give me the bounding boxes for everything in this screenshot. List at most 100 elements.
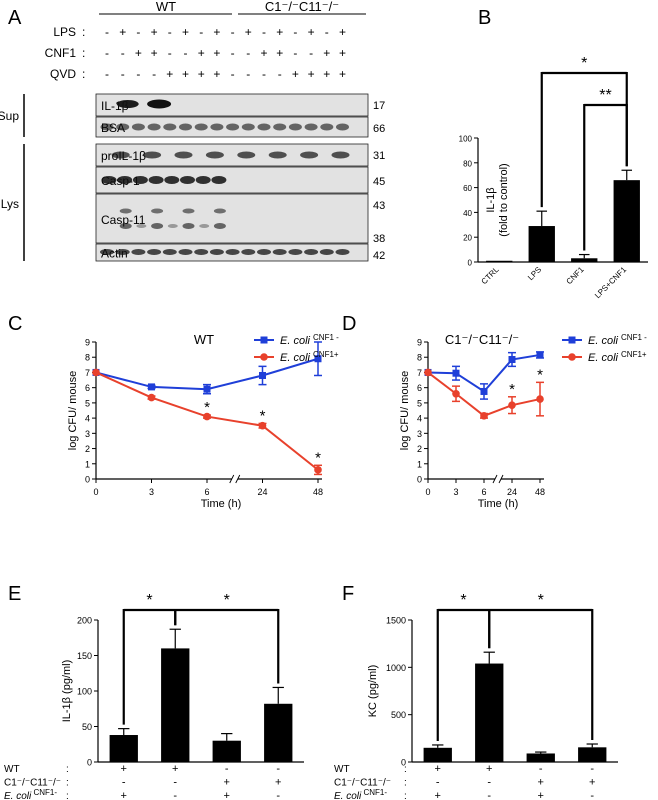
treatment-sign: -: [262, 67, 266, 81]
treatment-sign: -: [246, 67, 250, 81]
data-point: [203, 412, 211, 421]
x-axis-label: Time (h): [201, 498, 242, 510]
significance-star: *: [260, 407, 266, 424]
treatment-sign: -: [105, 25, 109, 39]
treatment-label: LPS: [53, 25, 76, 39]
band-actin: [241, 249, 256, 255]
condition-sign: +: [435, 790, 441, 800]
panel-letter-d: D: [342, 313, 356, 335]
band-bsa: [163, 123, 177, 131]
treatment-sign: +: [276, 25, 283, 39]
legend-marker: [568, 353, 576, 361]
treatment-colon: :: [82, 67, 85, 81]
y-tick-label: 60: [463, 184, 472, 193]
band-proil1b: [143, 151, 162, 159]
x-tick-label: 24: [257, 487, 267, 497]
data-point: [258, 421, 267, 430]
treatment-sign: -: [105, 46, 109, 60]
group-label-ko: C1⁻/⁻C11⁻/⁻: [265, 0, 339, 14]
band-actin: [319, 249, 334, 255]
band-casp1: [101, 176, 117, 184]
band-actin: [162, 249, 177, 255]
treatment-sign: +: [308, 25, 315, 39]
y-tick-label: 0: [417, 475, 422, 485]
y-tick-label: 5: [417, 398, 422, 408]
treatment-sign: +: [323, 67, 330, 81]
condition-sign: -: [225, 763, 229, 775]
band-actin: [272, 249, 287, 255]
legend-label-strain: CNF1 -: [621, 333, 647, 342]
band-actin: [225, 249, 240, 255]
condition-label-text: C1⁻/⁻C11⁻/⁻: [4, 778, 61, 789]
data-point: [480, 387, 488, 395]
condition-sign: -: [487, 777, 491, 789]
band-bsa: [147, 123, 161, 131]
y-tick-label: 1: [417, 459, 422, 469]
axis-break-gap: [231, 475, 238, 483]
significance-star: *: [537, 366, 543, 383]
legend-label-organism: E. coli: [588, 352, 621, 364]
treatment-sign: +: [245, 25, 252, 39]
mw-marker: 38: [373, 233, 385, 245]
y-tick-label: 50: [82, 722, 92, 732]
condition-sign: +: [275, 777, 281, 789]
significance-star: *: [538, 592, 544, 609]
significance-star: **: [599, 87, 611, 104]
panel-letter-c: C: [8, 313, 22, 335]
band-bsa: [304, 123, 318, 131]
x-category-label: CNF1: [565, 265, 587, 287]
band-il1b: [147, 99, 172, 109]
band-casp11-upper: [151, 208, 164, 214]
band-actin: [209, 249, 224, 255]
y-axis-label: (fold to control): [498, 163, 510, 236]
treatment-sign: -: [199, 25, 203, 39]
condition-sign: +: [224, 777, 230, 789]
panel-letter-a: A: [8, 7, 22, 29]
legend-label-organism: E. coli: [280, 352, 313, 364]
treatment-sign: -: [121, 46, 125, 60]
treatment-sign: +: [260, 46, 267, 60]
blot-strip: [95, 93, 369, 117]
y-tick-label: 150: [77, 651, 92, 661]
band-proil1b: [205, 151, 224, 159]
treatment-sign: -: [246, 46, 250, 60]
treatment-colon: :: [82, 46, 85, 60]
condition-sign: -: [173, 790, 177, 800]
y-tick-label: 3: [85, 429, 90, 439]
legend-label: E. coli CNF1+: [280, 350, 339, 364]
bar: [423, 747, 452, 762]
treatment-sign: -: [325, 25, 329, 39]
data-point: [259, 371, 266, 379]
condition-sign: +: [538, 777, 544, 789]
band-bsa: [116, 123, 130, 131]
y-tick-label: 2: [417, 444, 422, 454]
axis-break-mark: [229, 474, 235, 484]
y-axis-label: log CFU/ mouse: [67, 371, 79, 450]
y-axis-label: IL-1β (pg/ml): [61, 660, 73, 723]
condition-label-text: WT: [4, 764, 20, 775]
data-point: [452, 369, 460, 377]
axis-break-mark: [498, 474, 504, 484]
y-tick-label: 0: [87, 758, 92, 768]
panel-letter-f: F: [342, 583, 354, 605]
legend-label-organism: E. coli: [588, 335, 621, 347]
band-casp11-lower: [182, 223, 195, 229]
band-bsa: [194, 123, 208, 131]
condition-label: WT: [4, 764, 20, 775]
treatment-sign: +: [213, 46, 220, 60]
condition-sign: -: [173, 777, 177, 789]
x-tick-label: 0: [425, 487, 430, 497]
treatment-sign: -: [184, 46, 188, 60]
bar: [571, 258, 598, 262]
y-tick-label: 8: [417, 353, 422, 363]
treatment-sign: +: [276, 46, 283, 60]
band-casp11-lower: [151, 223, 164, 229]
treatment-sign: -: [231, 46, 235, 60]
band-casp1: [117, 176, 133, 184]
condition-sign: -: [122, 777, 126, 789]
bar: [613, 180, 640, 262]
band-bsa: [257, 123, 271, 131]
band-bsa: [288, 123, 302, 131]
treatment-sign: +: [339, 67, 346, 81]
condition-sign: +: [121, 790, 127, 800]
